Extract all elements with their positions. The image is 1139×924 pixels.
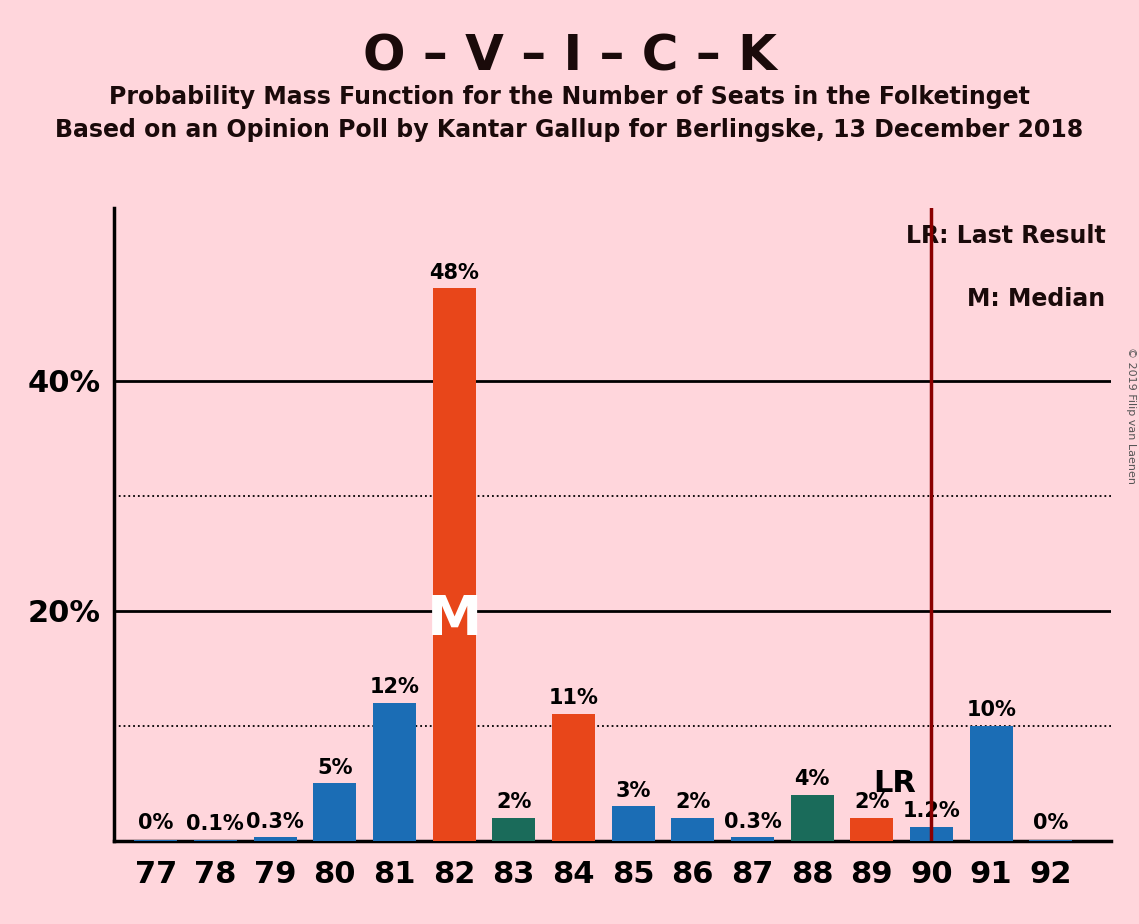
Text: 0%: 0% xyxy=(138,813,173,833)
Bar xyxy=(313,784,357,841)
Text: 0.3%: 0.3% xyxy=(723,811,781,832)
Text: 2%: 2% xyxy=(497,792,532,812)
Bar xyxy=(372,703,416,841)
Text: 5%: 5% xyxy=(317,758,352,778)
Text: 4%: 4% xyxy=(794,769,830,789)
Text: LR: LR xyxy=(874,770,917,798)
Text: LR: Last Result: LR: Last Result xyxy=(906,224,1106,248)
Text: Based on an Opinion Poll by Kantar Gallup for Berlingske, 13 December 2018: Based on an Opinion Poll by Kantar Gallu… xyxy=(56,118,1083,142)
Bar xyxy=(969,725,1013,841)
Bar xyxy=(731,837,773,841)
Text: 3%: 3% xyxy=(615,781,650,800)
Bar xyxy=(851,818,893,841)
Bar xyxy=(433,288,476,841)
Bar xyxy=(492,818,535,841)
Bar xyxy=(194,840,237,841)
Text: O – V – I – C – K: O – V – I – C – K xyxy=(362,32,777,80)
Text: 0.1%: 0.1% xyxy=(187,814,244,834)
Text: M: Median: M: Median xyxy=(967,287,1106,311)
Text: 1.2%: 1.2% xyxy=(902,801,960,821)
Text: 2%: 2% xyxy=(854,792,890,812)
Text: 11%: 11% xyxy=(549,688,598,709)
Bar xyxy=(790,795,834,841)
Text: 48%: 48% xyxy=(429,262,480,283)
Text: 0%: 0% xyxy=(1033,813,1068,833)
Bar xyxy=(612,807,655,841)
Bar xyxy=(254,837,296,841)
Text: M: M xyxy=(426,593,482,647)
Text: Probability Mass Function for the Number of Seats in the Folketinget: Probability Mass Function for the Number… xyxy=(109,85,1030,109)
Text: 0.3%: 0.3% xyxy=(246,811,304,832)
Text: 2%: 2% xyxy=(675,792,711,812)
Bar xyxy=(671,818,714,841)
Bar xyxy=(552,714,595,841)
Text: 10%: 10% xyxy=(966,700,1016,720)
Bar xyxy=(910,827,953,841)
Text: 12%: 12% xyxy=(369,677,419,697)
Text: © 2019 Filip van Laenen: © 2019 Filip van Laenen xyxy=(1126,347,1136,484)
